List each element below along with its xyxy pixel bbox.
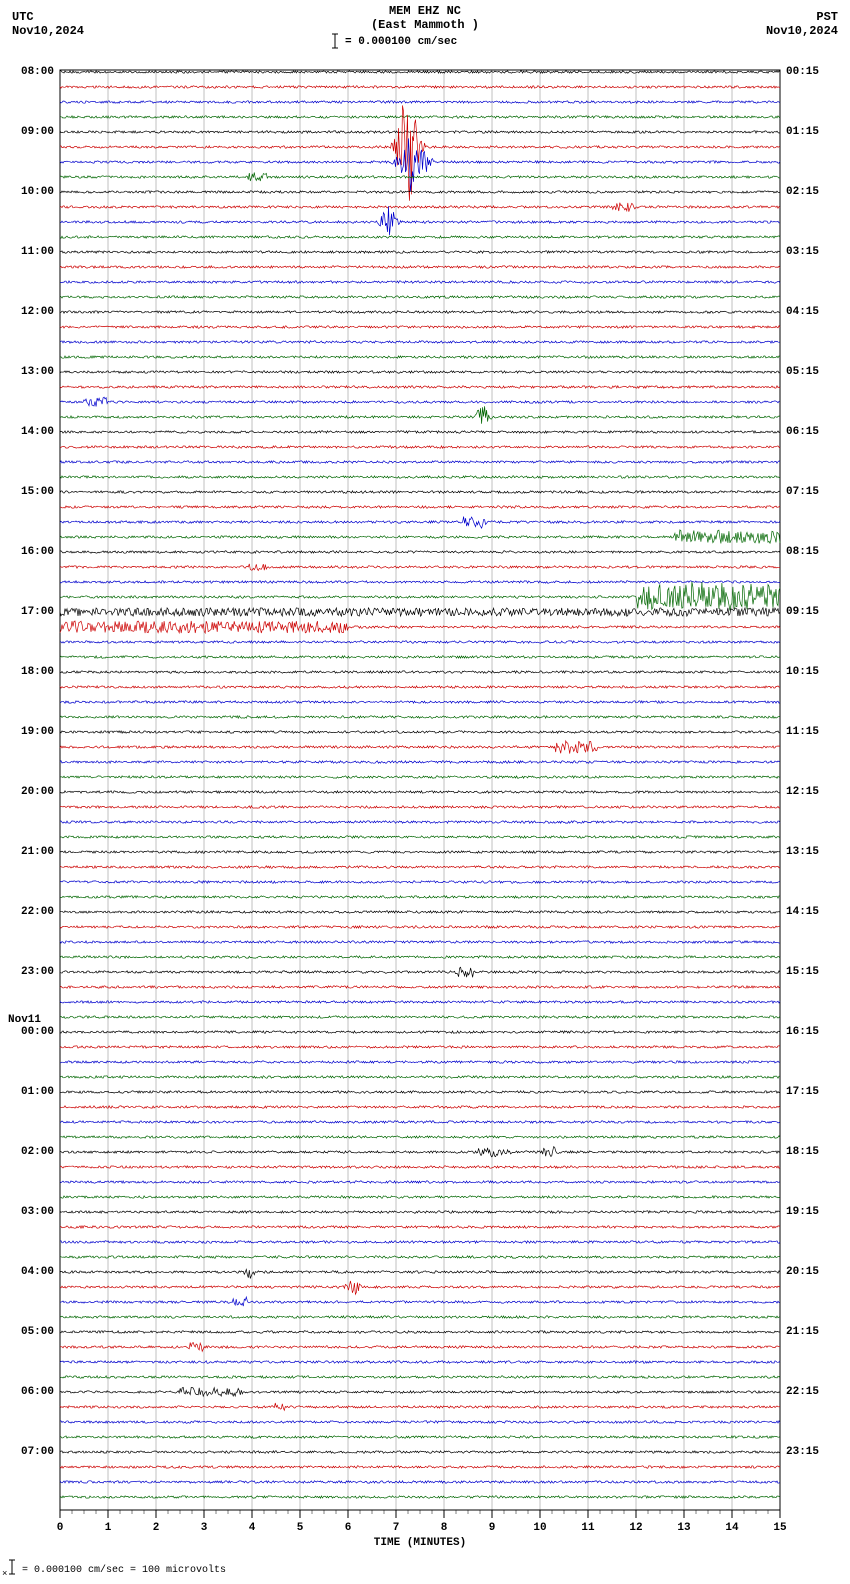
left-hour-label: 13:00 [21,366,54,378]
right-hour-label: 22:15 [786,1386,819,1398]
right-hour-label: 20:15 [786,1266,819,1278]
x-tick-label: 7 [393,1522,400,1534]
x-tick-label: 9 [489,1522,496,1534]
right-hour-label: 00:15 [786,66,819,78]
right-hour-label: 06:15 [786,426,819,438]
x-tick-label: 2 [153,1522,160,1534]
left-hour-label: 07:00 [21,1446,54,1458]
left-hour-label: 23:00 [21,966,54,978]
left-date: Nov10,2024 [12,24,84,38]
right-hour-label: 04:15 [786,306,819,318]
x-tick-label: 6 [345,1522,352,1534]
left-hour-label: 17:00 [21,606,54,618]
right-hour-label: 19:15 [786,1206,819,1218]
right-hour-label: 03:15 [786,246,819,258]
right-hour-label: 01:15 [786,126,819,138]
left-tz: UTC [12,10,34,24]
right-hour-label: 12:15 [786,786,819,798]
left-hour-label: 00:00 [21,1026,54,1038]
x-tick-label: 0 [57,1522,64,1534]
x-tick-label: 15 [773,1522,787,1534]
left-hour-label: 15:00 [21,486,54,498]
left-hour-label: 11:00 [21,246,54,258]
right-hour-label: 14:15 [786,906,819,918]
footer-scale: = 0.000100 cm/sec = 100 microvolts [22,1564,226,1576]
left-hour-label: 04:00 [21,1266,54,1278]
right-hour-label: 09:15 [786,606,819,618]
station-line2: (East Mammoth ) [371,18,479,32]
x-tick-label: 1 [105,1522,112,1534]
left-hour-label: 12:00 [21,306,54,318]
left-hour-label: 09:00 [21,126,54,138]
left-hour-label: 01:00 [21,1086,54,1098]
x-tick-label: 10 [533,1522,546,1534]
left-hour-label: 05:00 [21,1326,54,1338]
left-hour-label: 14:00 [21,426,54,438]
x-tick-label: 12 [629,1522,642,1534]
x-tick-label: 3 [201,1522,208,1534]
right-tz: PST [816,10,838,24]
left-hour-label: 06:00 [21,1386,54,1398]
right-hour-label: 02:15 [786,186,819,198]
footer-tick: × [2,1569,7,1579]
left-hour-label: 02:00 [21,1146,54,1158]
left-hour-label: 18:00 [21,666,54,678]
right-hour-label: 05:15 [786,366,819,378]
scale-text: = 0.000100 cm/sec [345,36,457,48]
seismogram-svg: UTCNov10,2024MEM EHZ NC(East Mammoth )= … [0,0,850,1584]
right-date: Nov10,2024 [766,24,838,38]
left-hour-label: 16:00 [21,546,54,558]
x-tick-label: 14 [725,1522,739,1534]
x-axis-label: TIME (MINUTES) [374,1537,466,1549]
right-hour-label: 16:15 [786,1026,819,1038]
left-hour-label: 21:00 [21,846,54,858]
date-rollover: Nov11 [8,1014,41,1026]
right-hour-label: 13:15 [786,846,819,858]
left-hour-label: 20:00 [21,786,54,798]
x-tick-label: 13 [677,1522,691,1534]
right-hour-label: 21:15 [786,1326,819,1338]
x-tick-label: 8 [441,1522,448,1534]
x-tick-label: 4 [249,1522,256,1534]
right-hour-label: 23:15 [786,1446,819,1458]
right-hour-label: 08:15 [786,546,819,558]
station-line1: MEM EHZ NC [389,4,461,18]
right-hour-label: 17:15 [786,1086,819,1098]
right-hour-label: 07:15 [786,486,819,498]
right-hour-label: 11:15 [786,726,819,738]
x-tick-label: 11 [581,1522,595,1534]
right-hour-label: 10:15 [786,666,819,678]
seismogram-container: UTCNov10,2024MEM EHZ NC(East Mammoth )= … [0,0,850,1584]
x-tick-label: 5 [297,1522,304,1534]
left-hour-label: 03:00 [21,1206,54,1218]
left-hour-label: 08:00 [21,66,54,78]
right-hour-label: 18:15 [786,1146,819,1158]
left-hour-label: 22:00 [21,906,54,918]
left-hour-label: 19:00 [21,726,54,738]
left-hour-label: 10:00 [21,186,54,198]
right-hour-label: 15:15 [786,966,819,978]
